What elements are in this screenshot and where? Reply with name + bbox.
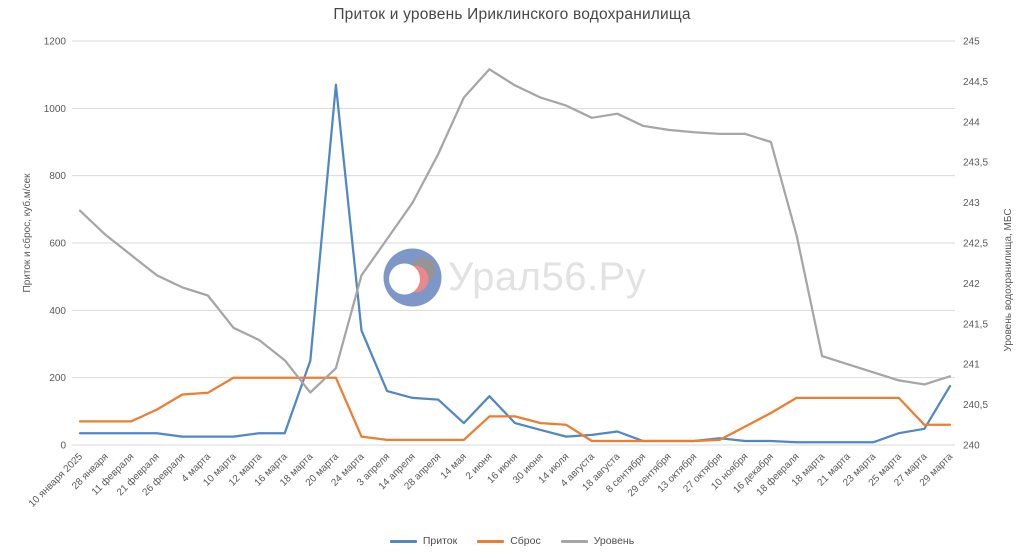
left-axis-tick-label: 600 <box>49 239 66 250</box>
left-axis-tick-label: 800 <box>49 171 66 182</box>
right-axis-tick-label: 245 <box>963 37 980 48</box>
right-axis-title: Уровень водохранилища, МБС <box>1003 208 1014 351</box>
legend-swatch-discharge <box>477 539 505 543</box>
legend-swatch-inflow <box>389 539 417 543</box>
legend-item-discharge: Сброс <box>477 535 541 547</box>
right-axis-tick-label: 244,5 <box>963 77 988 88</box>
x-axis-label: 14 мая <box>439 451 469 481</box>
legend-item-level: Уровень <box>560 535 635 547</box>
left-axis-tick-label: 1200 <box>44 37 67 48</box>
right-axis-tick-label: 244 <box>963 117 980 128</box>
chart-title: Приток и уровень Ириклинского водохранил… <box>333 6 691 23</box>
left-axis-tick-label: 1000 <box>44 104 67 115</box>
series-line-inflow <box>78 83 952 444</box>
right-axis-tick-label: 242,5 <box>963 239 988 250</box>
right-axis-tick-label: 243 <box>963 198 980 209</box>
right-axis-tick-label: 240 <box>963 441 980 452</box>
right-axis-tick-label: 241,5 <box>963 319 988 330</box>
legend-label-discharge: Сброс <box>510 535 541 547</box>
right-axis-tick-label: 243,5 <box>963 158 988 169</box>
left-axis-title: Приток и сброс, куб.м/сек <box>21 173 33 293</box>
legend-item-inflow: Приток <box>389 535 458 547</box>
left-axis-tick-label: 200 <box>49 373 66 384</box>
right-axis-tick-label: 242 <box>963 279 980 290</box>
chart-legend: Приток Сброс Уровень <box>0 535 1024 547</box>
legend-swatch-level <box>560 539 588 543</box>
legend-label-level: Уровень <box>593 535 635 547</box>
left-axis-tick-label: 0 <box>60 441 66 452</box>
right-axis-tick-label: 240,5 <box>963 400 988 411</box>
series-line-level <box>78 68 952 394</box>
series-line-discharge <box>78 376 952 443</box>
legend-label-inflow: Приток <box>422 535 458 547</box>
left-axis-tick-label: 400 <box>49 306 66 317</box>
right-axis-tick-label: 241 <box>963 360 980 371</box>
